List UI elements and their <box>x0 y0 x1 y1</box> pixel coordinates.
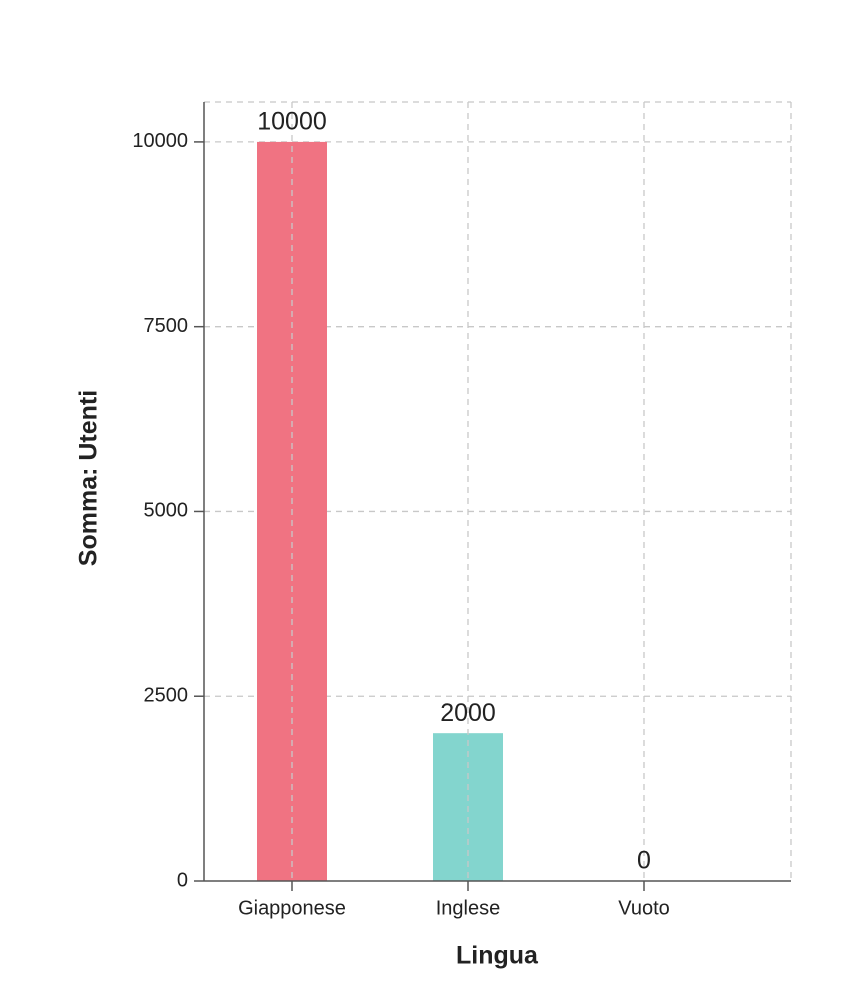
value-label: 10000 <box>257 108 327 136</box>
value-label: 0 <box>637 847 651 875</box>
x-axis-title: Lingua <box>456 942 539 970</box>
x-tick-label: Vuoto <box>618 897 670 919</box>
y-tick-label: 5000 <box>144 500 189 522</box>
y-tick-label: 0 <box>177 869 188 891</box>
y-tick-label: 7500 <box>144 315 189 337</box>
y-tick-label: 10000 <box>132 130 188 152</box>
y-tick-label: 2500 <box>144 685 189 707</box>
value-label: 2000 <box>440 699 496 727</box>
y-axis-title: Somma: Utenti <box>75 390 103 566</box>
x-tick-label: Giapponese <box>238 897 346 919</box>
x-tick-label: Inglese <box>436 897 501 919</box>
